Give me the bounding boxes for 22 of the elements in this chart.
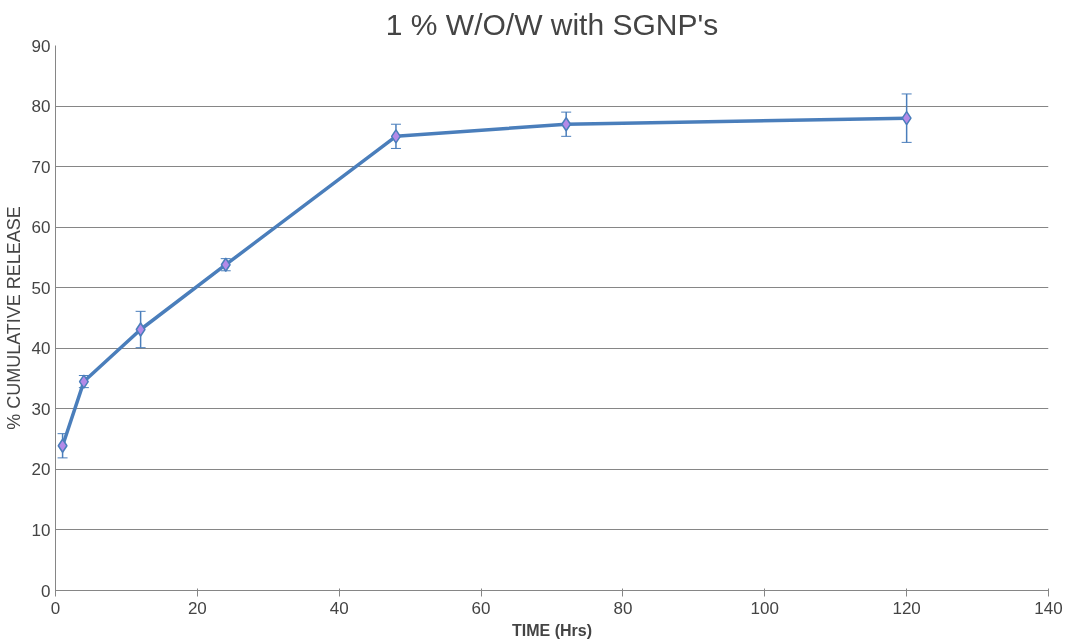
y-tick-label: 10: [31, 520, 51, 540]
y-tick-label: 60: [31, 218, 51, 238]
point: [135, 322, 146, 337]
y-tick-label: 40: [31, 339, 51, 359]
x-tick-label: 120: [892, 598, 921, 618]
point: [390, 129, 402, 144]
chart-title: 1 % W/O/W with SGNP's: [385, 7, 719, 41]
x-axis-title: TIME (Hrs): [512, 621, 592, 639]
y-axis-title: % CUMULATIVE RELEASE: [3, 206, 24, 430]
x-tick-label: 100: [750, 598, 779, 618]
x-tick-label: 60: [471, 598, 491, 618]
y-tick-label: 50: [31, 278, 51, 298]
y-tick-label: 90: [31, 36, 51, 56]
x-tick-label: 40: [329, 598, 349, 618]
y-tick-label: 0: [41, 581, 51, 601]
x-tick-label: 140: [1034, 598, 1063, 618]
y-tick-label: 30: [31, 399, 51, 419]
x-tick-label: 20: [187, 598, 207, 618]
y-tick-label: 70: [31, 157, 51, 177]
y-tick-label: 20: [31, 460, 51, 480]
y-tick-label: 80: [31, 97, 51, 117]
x-tick-label: 80: [613, 598, 633, 618]
